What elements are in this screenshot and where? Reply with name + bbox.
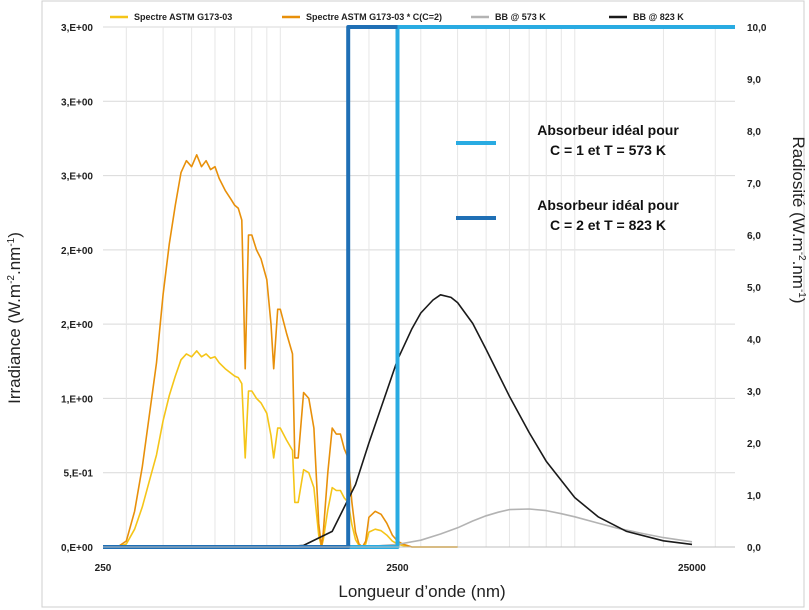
y-left-title-mid: .nm [5,247,24,275]
y-left-title-sup2: -1 [6,237,17,246]
series-group [103,25,735,549]
legend-label: Spectre ASTM G173-03 [134,12,232,22]
chart-border [41,0,805,608]
y-left-title-main: Irradiance (W.m [5,284,24,404]
y-left-tick-label: 3,E+00 [61,23,93,34]
y-right-tick-label: 3,0 [747,387,761,398]
series-line [117,350,458,548]
grid-lines [103,26,735,548]
y-right-tick-label: 8,0 [747,127,761,138]
x-axis-title: Longueur d’onde (nm) [338,582,505,601]
y-left-tick-label: 3,E+00 [61,172,93,183]
y-left-tick-label: 0,E+00 [61,543,93,554]
y-right-tick-label: 9,0 [747,75,761,86]
y-left-tick-label: 2,E+00 [61,320,93,331]
annotations: Absorbeur idéal pour C = 1 et T = 573 K Ab… [456,122,679,233]
y-right-tick-label: 4,0 [747,335,761,346]
annotation-label: Absorbeur idéal pour [537,122,679,138]
legend-label: Spectre ASTM G173-03 * C(C=2) [306,12,442,22]
y-right-tick-label: 6,0 [747,231,761,242]
y-left-tick-label: 2,E+00 [61,246,93,257]
annotation-label: C = 2 et T = 823 K [550,217,666,233]
series-line [332,508,693,548]
y-right-title-main: Radiosité (W.m [789,136,808,251]
y-left-tick-label: 5,E-01 [64,469,94,480]
y-left-tick-label: 3,E+00 [61,97,93,108]
y-left-title-end: ) [5,232,24,238]
legend-label: BB @ 823 K [633,12,684,22]
y-right-tick-label: 0,0 [747,543,761,554]
x-tick-label: 250 [95,563,112,574]
series-line [103,25,735,549]
series-line [117,154,458,548]
y-left-title-sup1: -2 [6,275,17,284]
series-line [126,293,693,548]
y-right-tick-label: 1,0 [747,491,761,502]
legend: Spectre ASTM G173-03 Spectre ASTM G173-03… [110,12,684,22]
y-right-title-mid: .nm [789,261,808,289]
legend-label: BB @ 573 K [495,12,546,22]
axis-group: 0,E+00 5,E-01 1,E+00 2,E+00 2,E+00 3,E+00 3,E+… [61,23,767,574]
annotation-label: C = 1 et T = 573 K [550,142,666,158]
annotation-label: Absorbeur idéal pour [537,197,679,213]
series-line [103,25,398,549]
y-right-tick-label: 5,0 [747,283,761,294]
x-tick-label: 25000 [678,563,706,574]
y-right-tick-label: 7,0 [747,179,761,190]
y-left-tick-label: 1,E+00 [61,394,93,405]
y-right-tick-label: 10,0 [747,23,767,34]
y-right-axis-title: Radiosité (W.m-2.nm-1) [789,136,808,303]
y-left-axis-title: Irradiance (W.m-2.nm-1) [5,232,24,404]
y-right-tick-label: 2,0 [747,439,761,450]
y-right-title-sup2: -1 [796,289,807,298]
x-tick-label: 2500 [386,563,409,574]
y-right-title-end: ) [789,298,808,304]
y-right-title-sup1: -2 [796,252,807,261]
